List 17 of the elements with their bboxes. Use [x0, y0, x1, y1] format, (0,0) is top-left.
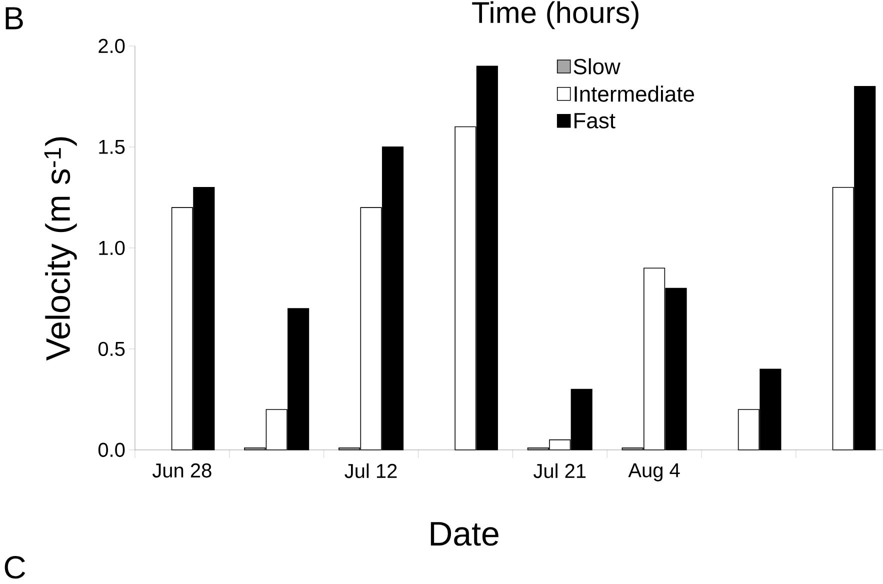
legend-label: Intermediate [574, 86, 694, 102]
text: B [6, 7, 23, 30]
text: C [4, 556, 26, 579]
text: Time (hours) [472, 1, 638, 30]
x-tick-label: Jun 28 [152, 463, 212, 478]
y-tick-label: 0.0 [98, 442, 125, 458]
x-tick-label: Jul 12 [344, 463, 397, 478]
y-tick-label: 1.0 [99, 240, 125, 256]
y-tick-label: 1.5 [99, 140, 125, 154]
x-tick-label: Jul 21 [534, 463, 586, 478]
x-tick-label: Aug 4 [628, 463, 680, 482]
legend-label: Fast [574, 113, 616, 128]
legend-label: Slow [574, 58, 620, 74]
y-tick-label: 0.5 [98, 342, 125, 356]
x-axis-title: Date [430, 522, 498, 546]
y-axis-title: Velocity (m s$^{-1}$) [44, 137, 77, 361]
y-tick-label: 2.0 [98, 38, 125, 54]
